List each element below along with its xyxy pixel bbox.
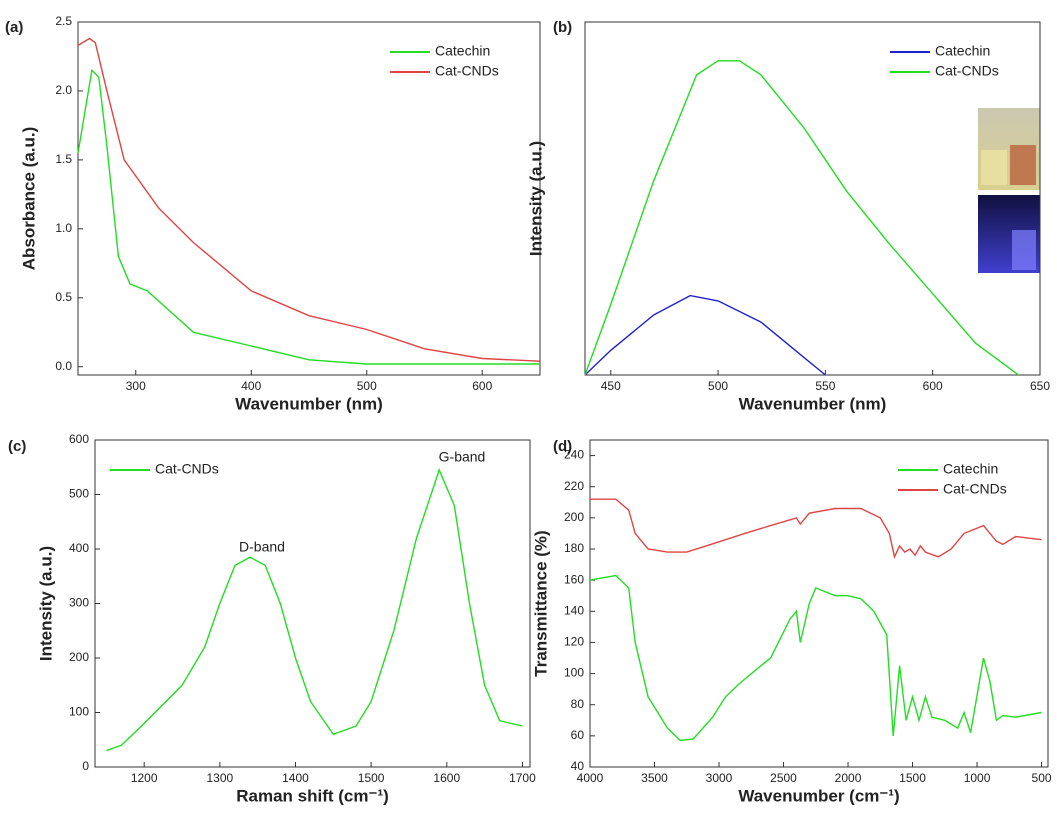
y-tick-label: 240: [564, 448, 584, 462]
y-tick-label: 0.0: [55, 359, 72, 373]
data-line: [590, 498, 1042, 559]
panel-label: (b): [553, 19, 572, 36]
y-tick-label: 100: [69, 705, 89, 719]
x-tick-label: 1200: [131, 771, 158, 785]
y-tick-label: 40: [571, 759, 585, 773]
data-line: [584, 294, 826, 376]
y-tick-label: 120: [564, 635, 584, 649]
x-tick-label: 400: [241, 379, 261, 393]
plot-frame: [94, 439, 531, 768]
legend-label: Catechin: [943, 461, 998, 477]
data-line: [106, 468, 523, 752]
x-tick-label: 450: [601, 379, 621, 393]
data-line: [77, 68, 540, 365]
x-tick-label: 2000: [835, 771, 862, 785]
x-tick-label: 1700: [509, 771, 536, 785]
y-axis-label: Intensity (a.u.): [526, 141, 545, 256]
panel-label: (c): [8, 438, 26, 455]
y-tick-label: 0.5: [55, 290, 72, 304]
plot-frame: [584, 21, 1041, 376]
legend-label: Catechin: [935, 43, 990, 59]
annotation: D-band: [239, 539, 285, 555]
y-tick-label: 200: [564, 510, 584, 524]
inset-vial: [1012, 230, 1036, 270]
x-tick-label: 3000: [706, 771, 733, 785]
y-tick-label: 300: [69, 596, 89, 610]
y-tick-label: 400: [69, 541, 89, 555]
x-axis-label: Wavenumber (nm): [235, 394, 383, 413]
y-tick-label: 600: [69, 432, 89, 446]
x-axis-label: Wavenumber (nm): [739, 394, 887, 413]
y-tick-label: 200: [69, 650, 89, 664]
x-tick-label: 500: [708, 379, 728, 393]
inset-vial: [1010, 145, 1036, 185]
y-tick-label: 1.0: [55, 221, 72, 235]
y-axis-label: Transmittance (%): [531, 530, 550, 676]
legend-label: Cat-CNDs: [935, 63, 999, 79]
inset-vial: [981, 150, 1007, 185]
data-line: [589, 574, 1042, 742]
x-tick-label: 1600: [433, 771, 460, 785]
y-tick-label: 100: [564, 666, 584, 680]
x-tick-label: 4000: [577, 771, 604, 785]
x-tick-label: 1300: [206, 771, 233, 785]
x-tick-label: 650: [1030, 379, 1050, 393]
y-tick-label: 140: [564, 603, 584, 617]
data-line: [77, 37, 541, 362]
y-tick-label: 500: [69, 487, 89, 501]
x-tick-label: 550: [815, 379, 835, 393]
legend-label: Cat-CNDs: [943, 481, 1007, 497]
y-axis-label: Intensity (a.u.): [36, 546, 55, 661]
x-tick-label: 1500: [899, 771, 926, 785]
legend-label: Catechin: [435, 43, 490, 59]
plot-frame: [589, 439, 1049, 768]
x-tick-label: 1000: [964, 771, 991, 785]
panel-label: (a): [5, 19, 23, 36]
legend-label: Cat-CNDs: [155, 461, 219, 477]
y-tick-label: 220: [564, 479, 584, 493]
y-tick-label: 2.0: [55, 83, 72, 97]
x-tick-label: 500: [1032, 771, 1052, 785]
y-tick-label: 80: [571, 697, 585, 711]
y-tick-label: 60: [571, 728, 585, 742]
y-tick-label: 1.5: [55, 152, 72, 166]
x-tick-label: 500: [357, 379, 377, 393]
x-tick-label: 3500: [641, 771, 668, 785]
x-axis-label: Wavenumber (cm⁻¹): [738, 786, 899, 805]
y-tick-label: 2.5: [55, 14, 72, 28]
x-tick-label: 1400: [282, 771, 309, 785]
y-tick-label: 0: [82, 759, 89, 773]
x-tick-label: 2500: [770, 771, 797, 785]
y-tick-label: 160: [564, 572, 584, 586]
legend-label: Cat-CNDs: [435, 63, 499, 79]
y-tick-label: 180: [564, 541, 584, 555]
x-tick-label: 300: [126, 379, 146, 393]
panel-label: (d): [553, 438, 572, 455]
x-tick-label: 600: [923, 379, 943, 393]
annotation: G-band: [439, 449, 486, 465]
x-tick-label: 1500: [358, 771, 385, 785]
data-line: [584, 60, 1019, 376]
y-axis-label: Absorbance (a.u.): [19, 127, 38, 271]
plot-frame: [77, 21, 541, 376]
x-tick-label: 600: [472, 379, 492, 393]
x-axis-label: Raman shift (cm⁻¹): [236, 786, 389, 805]
